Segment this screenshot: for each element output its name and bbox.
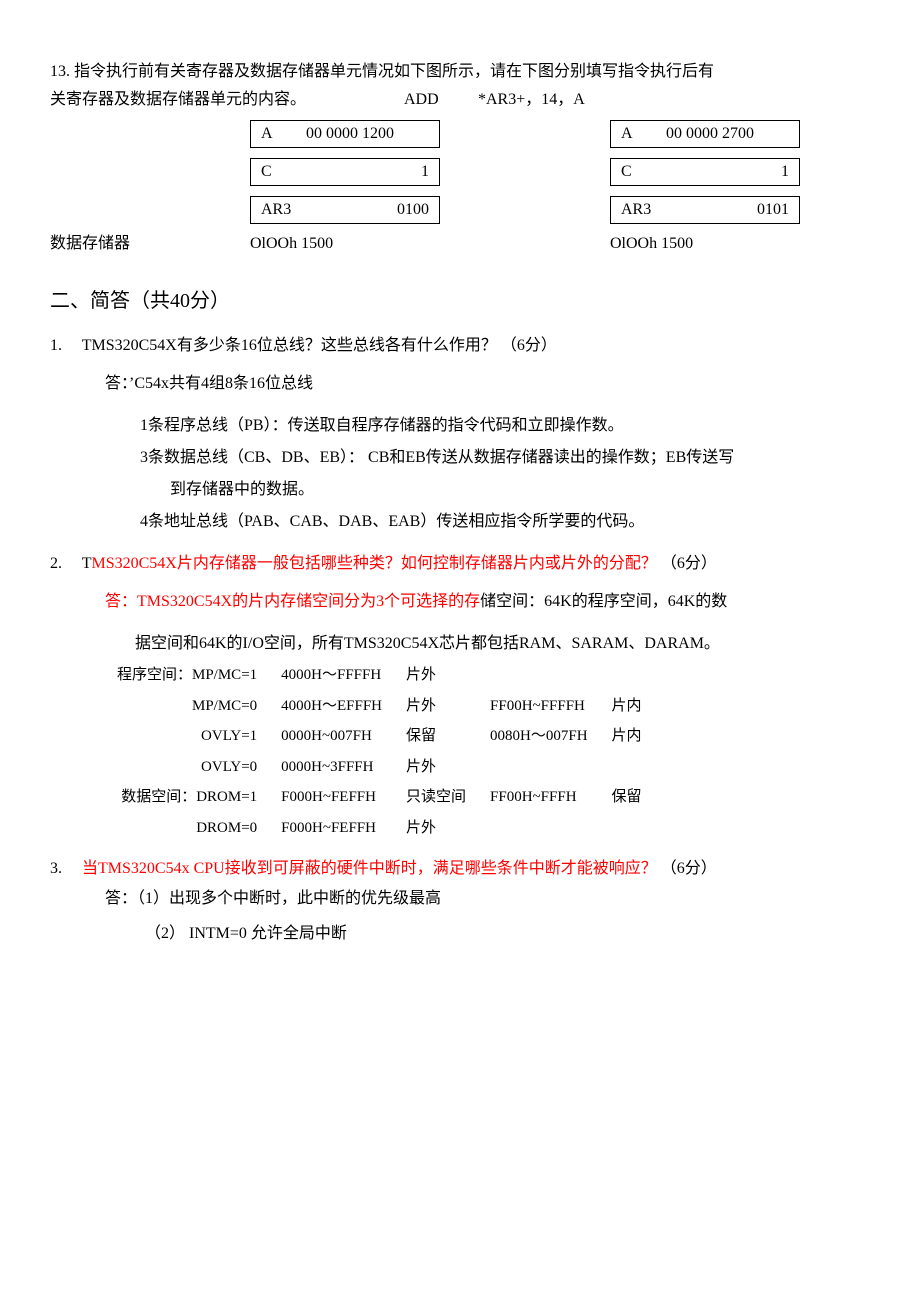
table-cell	[600, 752, 654, 783]
table-cell: 保留	[394, 721, 478, 752]
table-cell	[478, 752, 600, 783]
table-row: 程序空间：MP/MC=1 4000H〜FFFFH 片外	[105, 660, 654, 691]
table-cell	[600, 813, 654, 844]
data-memory-after: OlOOh 1500	[610, 232, 693, 256]
q1-answer-line3: 4条地址总线（PAB、CAB、DAB、EAB）传送相应指令所学要的代码。	[140, 506, 870, 538]
q1-number: 1.	[50, 334, 78, 358]
q1-text: TMS320C54X有多少条16位总线？这些总线各有什么作用？	[82, 337, 497, 354]
reg-AR3-value: 0100	[321, 198, 429, 222]
q3-number: 3.	[50, 857, 78, 881]
registers-before: A 00 0000 1200 C 1 AR3 0100	[250, 120, 440, 224]
q3-text-red: 当TMS320C54x CPU接收到可屏蔽的硬件中断时，满足哪些条件中断才能被响…	[82, 860, 657, 877]
section-2-title: 二、简答（共40分）	[50, 286, 870, 316]
registers-after: A 00 0000 2700 C 1 AR3 0101	[610, 120, 800, 224]
reg-A-before: A 00 0000 1200	[250, 120, 440, 148]
table-cell: 片内	[600, 721, 654, 752]
reg-A-label: A	[261, 122, 306, 146]
table-cell	[478, 660, 600, 691]
table-cell: 片内	[600, 691, 654, 722]
table-cell: 程序空间：MP/MC=1	[105, 660, 269, 691]
q2-points: （6分）	[661, 555, 717, 572]
reg-AR3-after: AR3 0101	[610, 196, 800, 224]
table-cell: 0000H~007FH	[269, 721, 394, 752]
table-cell: 数据空间：DROM=1	[105, 782, 269, 813]
table-cell: FF00H~FFFH	[478, 782, 600, 813]
q13-intro-line2: 关寄存器及数据存储器单元的内容。	[50, 88, 400, 112]
q1-answer-lead: 答：’C54x共有4组8条16位总线	[105, 368, 870, 400]
table-cell: F000H~FEFFH	[269, 782, 394, 813]
table-row: DROM=0 F000H~FEFFH 片外	[105, 813, 654, 844]
table-cell: 0080H〜007FH	[478, 721, 600, 752]
q1-answer-line2a: 3条数据总线（CB、DB、EB）： CB和EB传送从数据存储器读出的操作数；EB…	[140, 442, 870, 474]
table-row: OVLY=1 0000H~007FH 保留 0080H〜007FH 片内	[105, 721, 654, 752]
q2-answer-red: 答：TMS320C54X的片内存储空间分为3个可选择的存	[105, 593, 480, 610]
q2-answer-line1: 答：TMS320C54X的片内存储空间分为3个可选择的存储空间：64K的程序空间…	[105, 586, 870, 618]
table-cell: DROM=0	[105, 813, 269, 844]
table-cell: OVLY=0	[105, 752, 269, 783]
table-cell: 片外	[394, 691, 478, 722]
q2-text-red: MS320C54X片内存储器一般包括哪些种类？如何控制存储器片内或片外的分配？	[92, 555, 657, 572]
table-row: 数据空间：DROM=1 F000H~FEFFH 只读空间 FF00H~FFFH …	[105, 782, 654, 813]
table-cell: OVLY=1	[105, 721, 269, 752]
q3-points: （6分）	[661, 860, 717, 877]
q13-instruction-line: 关寄存器及数据存储器单元的内容。 ADD *AR3+，14，A	[50, 88, 870, 112]
reg-AR3-value: 0101	[681, 198, 789, 222]
q13-opcode: ADD	[404, 88, 474, 112]
data-memory-line: 数据存储器 OlOOh 1500 OlOOh 1500	[50, 232, 870, 256]
table-cell: 4000H〜EFFFH	[269, 691, 394, 722]
q2-number: 2.	[50, 552, 78, 576]
table-cell: F000H~FEFFH	[269, 813, 394, 844]
table-cell: 片外	[394, 813, 478, 844]
reg-AR3-before: AR3 0100	[250, 196, 440, 224]
q1-answer-line1: 1条程序总线（PB）：传送取自程序存储器的指令代码和立即操作数。	[140, 410, 870, 442]
table-cell: FF00H~FFFFH	[478, 691, 600, 722]
table-cell: 4000H〜FFFFH	[269, 660, 394, 691]
reg-C-value: 1	[666, 160, 789, 184]
q2-answer-line2: 据空间和64K的I/O空间，所有TMS320C54X芯片都包括RAM、SARAM…	[135, 628, 870, 660]
reg-C-value: 1	[306, 160, 429, 184]
table-cell	[600, 660, 654, 691]
reg-AR3-label: AR3	[621, 198, 681, 222]
reg-C-label: C	[621, 160, 666, 184]
table-cell: 片外	[394, 660, 478, 691]
table-row: OVLY=0 0000H~3FFFH 片外	[105, 752, 654, 783]
reg-A-label: A	[621, 122, 666, 146]
q3-answer-2: （2） INTM=0 允许全局中断	[145, 916, 870, 951]
question-3: 3. 当TMS320C54x CPU接收到可屏蔽的硬件中断时，满足哪些条件中断才…	[50, 857, 870, 951]
table-cell: 保留	[600, 782, 654, 813]
q13-args: *AR3+，14，A	[478, 88, 585, 112]
reg-AR3-label: AR3	[261, 198, 321, 222]
q2-memory-table: 程序空间：MP/MC=1 4000H〜FFFFH 片外 MP/MC=0 4000…	[105, 660, 654, 843]
q13-intro-line1: 13. 指令执行前有关寄存器及数据存储器单元情况如下图所示，请在下图分别填写指令…	[50, 60, 870, 84]
q1-answer-line2b: 到存储器中的数据。	[170, 474, 870, 506]
reg-C-after: C 1	[610, 158, 800, 186]
reg-A-value: 00 0000 2700	[666, 122, 789, 146]
table-cell: 0000H~3FFFH	[269, 752, 394, 783]
reg-A-after: A 00 0000 2700	[610, 120, 800, 148]
reg-C-before: C 1	[250, 158, 440, 186]
data-memory-label: 数据存储器	[50, 232, 250, 256]
q2-answer-tail: 储空间：64K的程序空间，64K的数	[480, 593, 727, 610]
question-2: 2. TMS320C54X片内存储器一般包括哪些种类？如何控制存储器片内或片外的…	[50, 552, 870, 843]
table-cell	[478, 813, 600, 844]
table-cell: MP/MC=0	[105, 691, 269, 722]
q2-text-black: T	[82, 555, 92, 572]
reg-A-value: 00 0000 1200	[306, 122, 429, 146]
register-diagram: A 00 0000 1200 C 1 AR3 0100 A 00 0000 27…	[250, 120, 870, 224]
table-cell: 只读空间	[394, 782, 478, 813]
reg-C-label: C	[261, 160, 306, 184]
table-cell: 片外	[394, 752, 478, 783]
data-memory-before: OlOOh 1500	[250, 232, 610, 256]
table-row: MP/MC=0 4000H〜EFFFH 片外 FF00H~FFFFH 片内	[105, 691, 654, 722]
q3-answer-1: 答：（1）出现多个中断时，此中断的优先级最高	[105, 881, 870, 916]
q1-points: （6分）	[501, 337, 557, 354]
question-1: 1. TMS320C54X有多少条16位总线？这些总线各有什么作用？ （6分） …	[50, 334, 870, 538]
